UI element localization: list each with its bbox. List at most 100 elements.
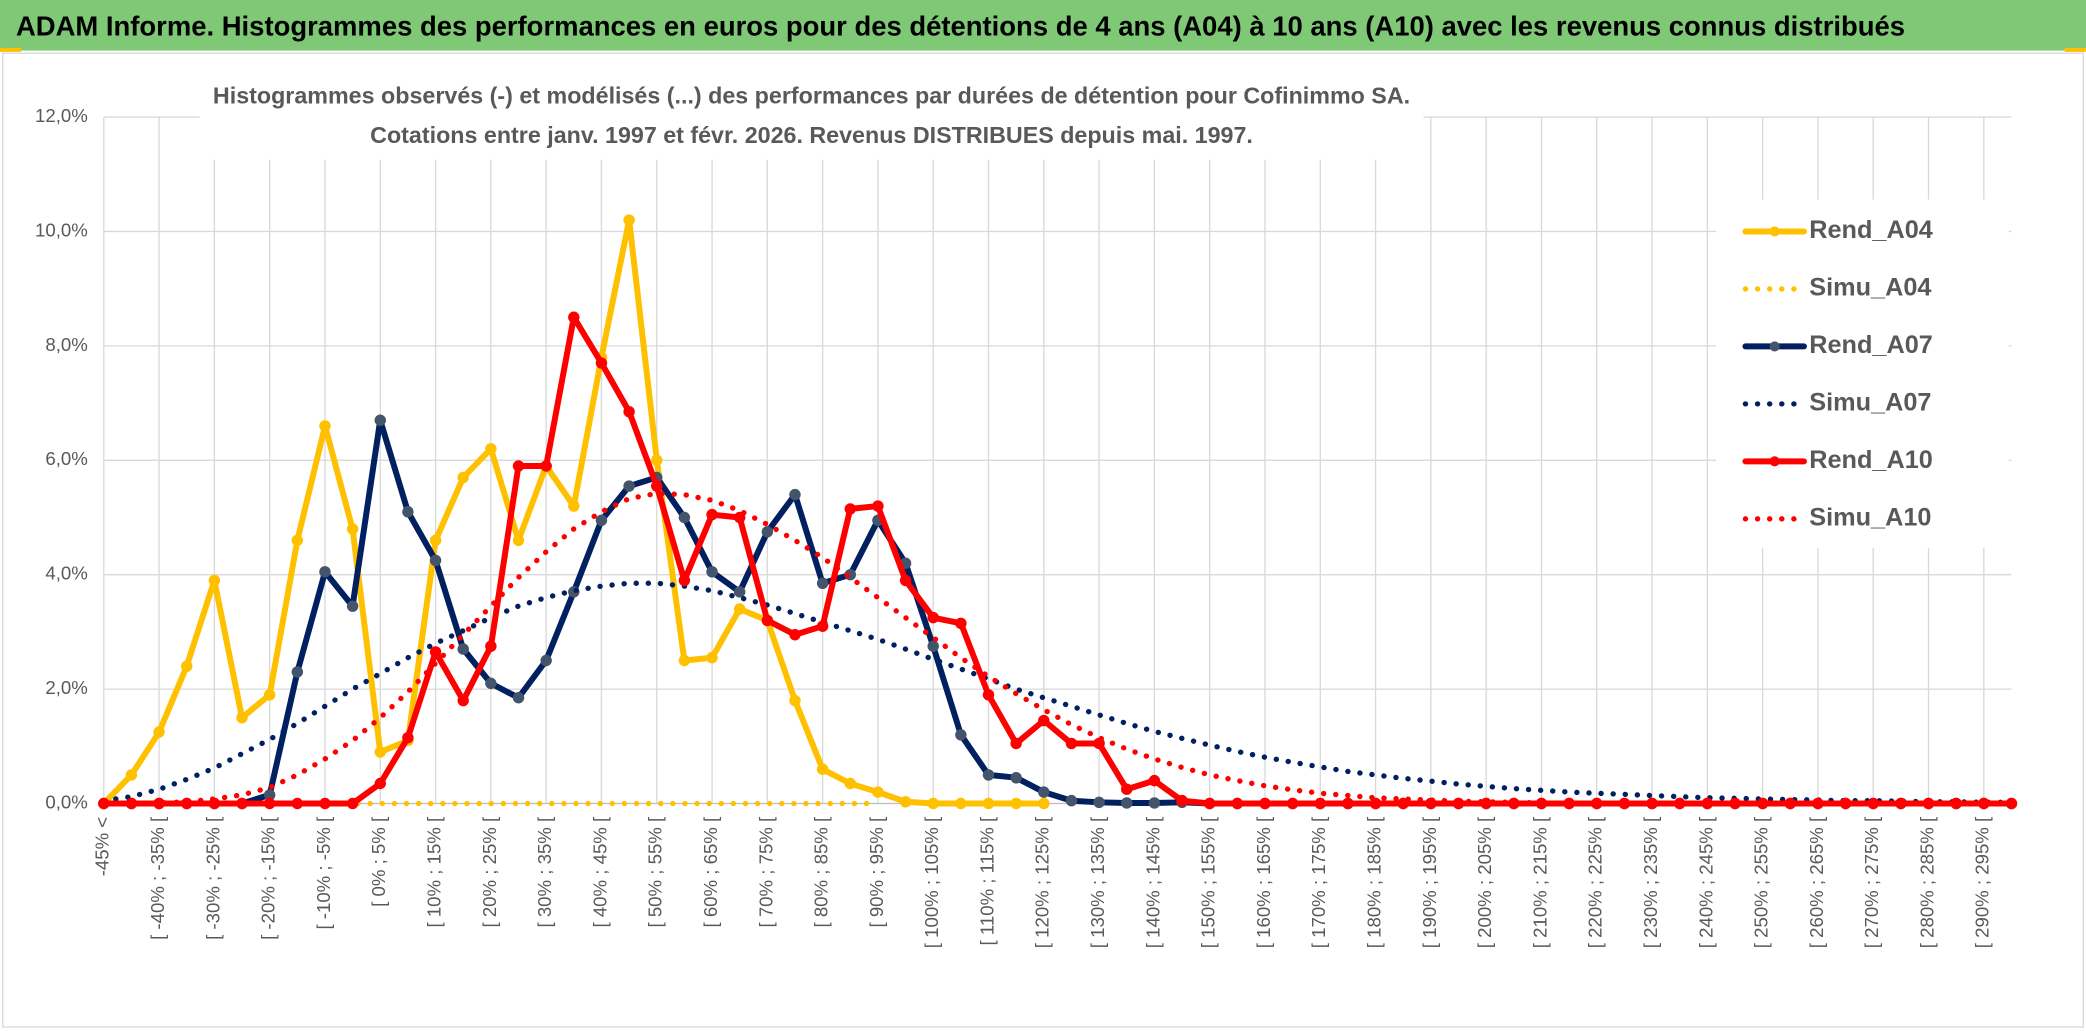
- legend-label: Simu_A10: [1809, 503, 1931, 531]
- marker: [761, 614, 774, 627]
- marker: [402, 732, 414, 744]
- y-tick-label: 12,0%: [35, 105, 88, 126]
- x-tick-label: [ 60% ; 65% [: [700, 816, 721, 928]
- marker: [263, 689, 276, 701]
- marker: [844, 777, 856, 790]
- corner-accent: [2064, 47, 2086, 52]
- x-tick-label: [ 50% ; 55% [: [645, 816, 666, 928]
- legend-label: Simu_A07: [1809, 389, 1931, 417]
- marker: [927, 640, 939, 652]
- title-background: [199, 77, 1424, 160]
- marker: [402, 506, 414, 518]
- marker: [512, 691, 525, 704]
- x-tick-label: [ 220% ; 225% [: [1585, 816, 1606, 948]
- marker: [429, 646, 442, 658]
- marker: [1342, 797, 1354, 810]
- marker: [319, 420, 331, 432]
- y-tick-label: 4,0%: [45, 563, 87, 584]
- marker: [595, 514, 608, 527]
- marker: [623, 214, 635, 226]
- legend: Rend_A04 Simu_A04 Rend_A07 Simu_A07 Rend_A10…: [1716, 199, 2009, 549]
- marker: [346, 523, 359, 535]
- marker: [899, 796, 912, 808]
- marker: [1038, 714, 1050, 727]
- y-tick-label: 10,0%: [35, 219, 88, 240]
- marker: [208, 574, 221, 587]
- x-tick-label: [ 150% ; 155% [: [1198, 816, 1219, 948]
- legend-marker: [1769, 341, 1780, 352]
- marker: [236, 711, 248, 724]
- marker: [485, 443, 497, 455]
- marker: [374, 777, 386, 790]
- marker: [457, 643, 469, 655]
- x-tick-label: [ 120% ; 125% [: [1032, 816, 1053, 948]
- x-tick-label: [ 290% ; 295% [: [1972, 816, 1993, 948]
- marker: [1148, 774, 1161, 787]
- marker: [1093, 796, 1105, 809]
- marker: [816, 620, 829, 632]
- x-tick-label: [ 190% ; 195% [: [1419, 816, 1440, 948]
- marker: [872, 786, 884, 798]
- y-tick-label: 6,0%: [45, 448, 87, 469]
- x-tick-label: [ 110% ; 115% [: [976, 816, 997, 945]
- y-tick-label: 2,0%: [45, 677, 87, 698]
- x-tick-label: [ 20% ; 25% [: [479, 816, 500, 928]
- marker: [789, 629, 801, 641]
- marker: [1203, 797, 1216, 810]
- x-tick-label: [ 10% ; 15% [: [423, 816, 444, 928]
- marker: [982, 769, 995, 781]
- marker: [291, 534, 304, 547]
- marker: [153, 726, 165, 738]
- legend-label: Rend_A10: [1809, 446, 1933, 474]
- marker: [733, 511, 746, 524]
- legend-marker: [1769, 226, 1780, 237]
- marker: [706, 566, 718, 578]
- x-tick-label: [ 240% ; 245% [: [1695, 816, 1716, 948]
- x-tick-label: [ -20% ; -15% [: [258, 816, 279, 940]
- legend-marker: [1769, 456, 1780, 467]
- marker: [291, 666, 304, 678]
- marker: [540, 460, 552, 472]
- marker: [678, 574, 691, 587]
- marker: [1010, 772, 1022, 784]
- legend-label: Rend_A04: [1809, 216, 1933, 244]
- marker: [899, 574, 912, 587]
- marker: [955, 797, 967, 810]
- marker: [291, 797, 304, 810]
- chart-subtitle: Cotations entre janv. 1997 et févr. 2026…: [370, 122, 1253, 148]
- x-tick-label: [ 160% ; 165% [: [1253, 816, 1274, 948]
- marker: [1121, 783, 1133, 795]
- marker: [2005, 797, 2018, 810]
- x-tick-label: [ 70% ; 75% [: [755, 816, 776, 928]
- marker: [955, 617, 967, 630]
- x-tick-label: [ 0% ; 5% [: [368, 816, 389, 907]
- marker: [789, 694, 801, 707]
- marker: [872, 500, 884, 512]
- x-tick-label: [ 140% ; 145% [: [1142, 816, 1163, 948]
- y-tick-label: 0,0%: [45, 791, 87, 812]
- x-tick-label: [ 100% ; 105% [: [921, 816, 942, 948]
- marker: [1176, 794, 1188, 807]
- x-tick-label: [ -10% ; -5% [: [313, 816, 334, 930]
- marker: [540, 654, 552, 667]
- marker: [457, 694, 469, 707]
- legend-background: [1716, 199, 2009, 549]
- marker: [485, 640, 497, 652]
- legend-label: Rend_A07: [1809, 331, 1933, 359]
- marker: [1038, 797, 1050, 810]
- marker: [1259, 797, 1271, 810]
- marker: [236, 797, 248, 810]
- x-tick-label: [ 200% ; 205% [: [1474, 816, 1495, 948]
- marker: [678, 511, 691, 524]
- x-tick-label: [ 250% ; 255% [: [1751, 816, 1772, 948]
- marker: [678, 654, 691, 667]
- marker: [651, 480, 663, 492]
- marker: [1010, 797, 1022, 810]
- marker: [816, 763, 829, 775]
- series-line: [100, 314, 2015, 807]
- marker: [319, 797, 331, 810]
- marker: [1286, 797, 1299, 810]
- marker: [125, 769, 138, 781]
- marker: [429, 534, 442, 547]
